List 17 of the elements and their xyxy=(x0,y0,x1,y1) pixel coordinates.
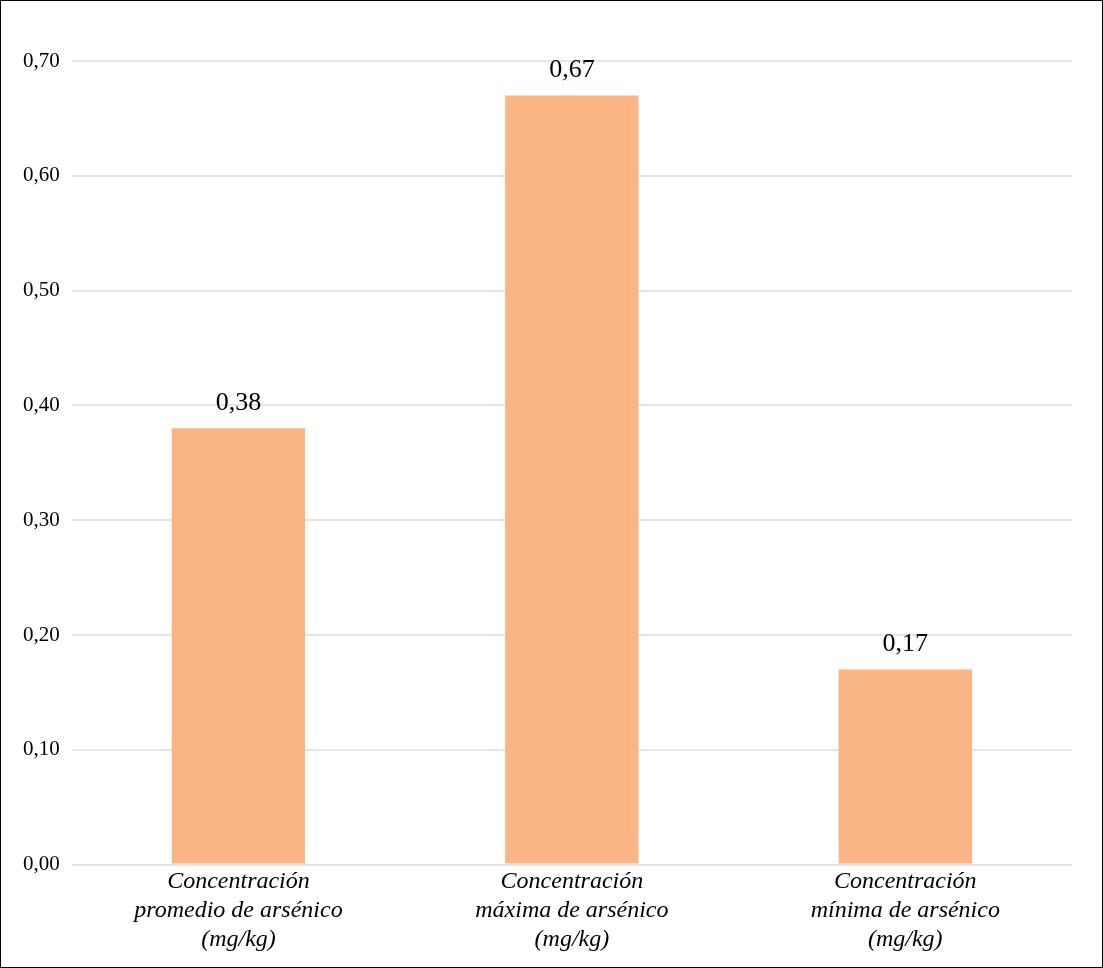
x-tick-label: Concentración mínima de arsénico (mg/kg) xyxy=(810,867,1000,951)
x-tick-label: Concentración máxima de arsénico (mg/kg) xyxy=(475,867,669,951)
y-tick-label: 0,60 xyxy=(23,162,60,187)
y-tick-label: 0,00 xyxy=(23,851,60,876)
y-tick-label: 0,40 xyxy=(23,391,60,416)
bar xyxy=(171,428,306,864)
y-tick-label: 0,10 xyxy=(23,736,60,761)
y-tick-label: 0,50 xyxy=(23,277,60,302)
y-tick-label: 0,20 xyxy=(23,621,60,646)
y-tick-label: 0,70 xyxy=(23,47,60,72)
y-tick-label: 0,30 xyxy=(23,506,60,531)
data-label: 0,38 xyxy=(215,387,262,417)
bar xyxy=(838,669,972,864)
x-tick-label: Concentración promedio de arsénico (mg/kg) xyxy=(132,867,343,951)
data-label: 0,67 xyxy=(549,54,595,84)
bar xyxy=(505,95,639,864)
data-label: 0,17 xyxy=(882,628,929,658)
